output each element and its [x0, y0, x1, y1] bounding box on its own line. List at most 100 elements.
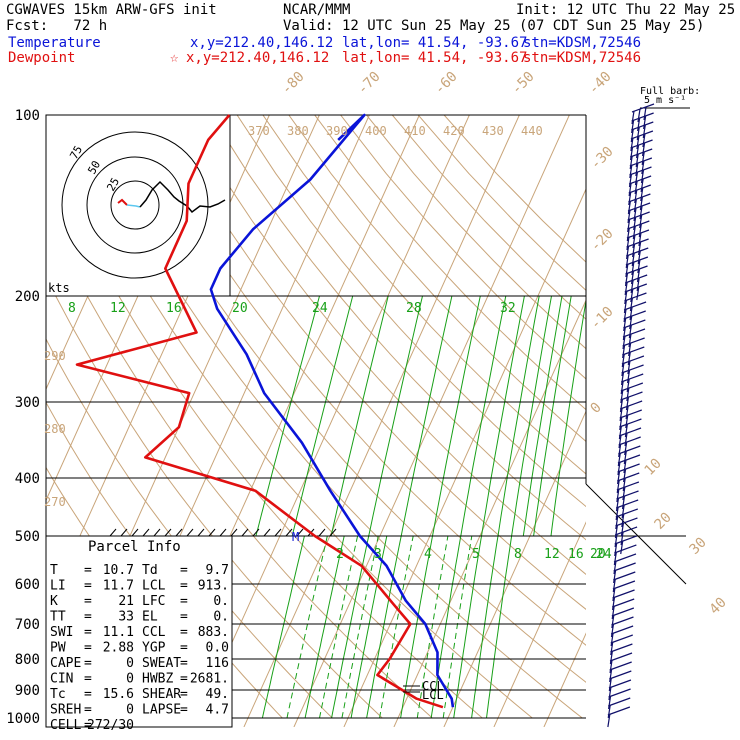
parcel-value: 0 [126, 703, 134, 718]
wind-barb [624, 274, 648, 296]
parcel-value: 49. [206, 687, 229, 702]
wind-barb [620, 364, 644, 386]
parcel-eq: = [84, 641, 92, 656]
wind-barb [631, 103, 655, 125]
wind-barb [625, 256, 649, 278]
parcel-value: 883. [198, 625, 229, 640]
theta-label-270: 270 [44, 495, 66, 509]
hodograph-ring-25 [110, 180, 160, 230]
parcel-eq: = [84, 610, 92, 625]
parcel-label: K [50, 594, 58, 609]
theta-label-420: 420 [443, 124, 465, 138]
parcel-value: 21 [118, 594, 134, 609]
wind-barb [622, 319, 646, 341]
hodograph-trace-upper [139, 180, 226, 214]
mixing-label-lower-4: 4 [424, 547, 432, 562]
org-label: NCAR/MMM [283, 2, 351, 18]
pressure-label-800: 800 [15, 652, 40, 668]
wind-barb [628, 166, 652, 188]
parcel-value: 0. [213, 594, 229, 609]
temperature-profile [209, 113, 455, 708]
pressure-label-1000: 1000 [6, 711, 40, 727]
mixing-label-lower-2: 2 [336, 547, 344, 562]
parcel-eq: = [84, 687, 92, 702]
wind-barb [607, 706, 631, 728]
wind-barb [615, 499, 639, 521]
wind-barb [609, 652, 633, 674]
parcel-label: SHEAR [142, 687, 181, 702]
wind-barb [611, 589, 635, 611]
wind-barb [618, 427, 642, 449]
wind-barb [609, 643, 633, 665]
parcel-label: LCL [142, 579, 166, 594]
wind-barb [617, 454, 641, 476]
parcel-info-panel: Parcel Info T = 10.7 Td = 9.7 LI = 11.7 LCL = 913. K =… [45, 535, 233, 733]
valid-time: Valid: 12 UTC Sun 25 May 25 (07 CDT Sun … [283, 18, 705, 34]
parcel-value: 116 [206, 656, 229, 671]
parcel-value: 0. [213, 610, 229, 625]
parcel-label: LI [50, 579, 66, 594]
wind-barb [627, 193, 651, 215]
wind-barb [631, 112, 654, 134]
temperature-station: stn=KDSM,72546 [523, 35, 642, 51]
wind-barb [629, 148, 653, 170]
wind-barb [613, 544, 637, 566]
wind-barb [623, 301, 647, 323]
parcel-label: TT [50, 610, 66, 625]
isotherm-label-40: 40 [707, 595, 730, 618]
hodograph-ring-50 [86, 156, 184, 254]
wind-barb [617, 463, 640, 485]
wind-barb [630, 130, 654, 152]
wind-barb [608, 679, 632, 701]
isotherm-label--60: -60 [432, 69, 461, 98]
parcel-label: T [50, 563, 58, 578]
parcel-eq: = [84, 718, 92, 733]
isobar-ticks [109, 528, 337, 537]
parcel-title: Parcel Info [88, 539, 181, 555]
wind-barb [626, 238, 649, 260]
hodograph-trace-low [117, 198, 128, 206]
hodograph-ring-75 [61, 131, 209, 279]
pressure-label-200: 200 [15, 289, 40, 305]
mixing-label-upper-24: 24 [312, 301, 328, 316]
mixing-label-lower-5: 5 [472, 547, 480, 562]
mixing-ratio-lines [255, 296, 586, 719]
wind-barb [628, 175, 652, 197]
isotherm-label--20: -20 [588, 226, 617, 255]
pressure-label-600: 600 [15, 577, 40, 593]
wind-barb [619, 409, 642, 431]
parcel-eq: = [180, 563, 188, 578]
wind-barb [629, 157, 653, 179]
wind-barb [629, 139, 653, 161]
parcel-eq: = [84, 625, 92, 640]
theta-label-280: 280 [44, 422, 66, 436]
theta-label-370: 370 [248, 124, 270, 138]
mixing-label-upper-12: 12 [110, 301, 126, 316]
parcel-label: SREH [50, 703, 81, 718]
header: CGWAVES 15km ARW-GFS init Fcst: 72 h NCA… [0, 0, 740, 70]
wind-barb [610, 634, 633, 656]
parcel-value: 11.1 [103, 625, 134, 640]
wind-barb [630, 121, 654, 143]
wind-barb [607, 697, 631, 719]
parcel-label: CAPE [50, 656, 81, 671]
parcel-box [45, 535, 233, 728]
hodograph-label-75: 75 [67, 144, 85, 162]
pressure-label-400: 400 [15, 471, 40, 487]
parcel-label: LAPSE [142, 703, 181, 718]
parcel-label: LFC [142, 594, 165, 609]
parcel-eq: = [180, 656, 188, 671]
model-title: CGWAVES 15km ARW-GFS init [6, 2, 217, 18]
parcel-label: CCL [142, 625, 166, 640]
hodograph-label-25: 25 [104, 176, 122, 194]
parcel-eq: = [84, 579, 92, 594]
wind-barb [613, 553, 637, 575]
dewpoint-legend: Dewpoint [8, 50, 76, 66]
wind-barb [614, 526, 638, 548]
hodograph-trace-mid [126, 204, 141, 208]
frame-right-diag [585, 483, 687, 585]
dewpoint-latlon: lat,lon= 41.54, -93.67 [342, 50, 528, 66]
isotherm-label--50: -50 [509, 69, 538, 98]
parcel-value: 9.7 [206, 563, 229, 578]
wind-barb [624, 265, 648, 287]
